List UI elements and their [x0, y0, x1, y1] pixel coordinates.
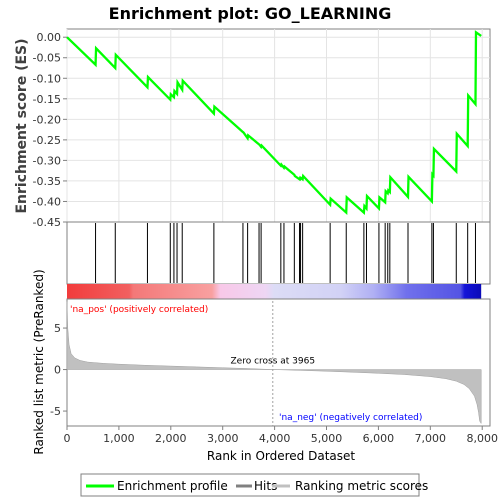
neg-correlated-label: 'na_neg' (negatively correlated): [279, 413, 422, 423]
hits-panel-frame: [66, 221, 491, 285]
zero-cross-label: Zero cross at 3965: [231, 357, 316, 367]
es-tick-label: -0.35: [33, 175, 61, 188]
legend-label-ranking-metric: Ranking metric scores: [295, 479, 428, 493]
es-y-ticks: 0.00 -0.05 -0.10 -0.15 -0.20 -0.25 -0.30 -0.35 -…: [33, 31, 67, 229]
x-tick-label: 4,000: [259, 432, 291, 445]
es-tick-label: -0.45: [33, 216, 61, 229]
es-tick-label: -0.15: [33, 93, 61, 106]
x-tick-label: 6,000: [363, 432, 395, 445]
es-tick-label: 0.00: [37, 31, 62, 44]
ranking-tick-label: -5: [50, 405, 61, 418]
x-tick-label: 5,000: [311, 432, 343, 445]
x-tick-label: 7,000: [415, 432, 447, 445]
ranking-tick-label: 5: [54, 322, 61, 335]
es-tick-label: -0.10: [33, 72, 61, 85]
x-ticks: 0 1,000 2,000 3,000 4,000 5,000 6,000 7,000 8,00…: [64, 426, 498, 445]
ranking-y-ticks: 5 0 -5: [50, 322, 67, 418]
rank-colour-bar: [67, 284, 482, 299]
chart-title: Enrichment plot: GO_LEARNING: [109, 4, 392, 23]
ranking-metric-area: [66, 301, 482, 425]
x-tick-label: 0: [64, 432, 71, 445]
legend-label-enrichment-profile: Enrichment profile: [117, 479, 228, 493]
x-tick-label: 3,000: [207, 432, 239, 445]
legend-label-hits: Hits: [254, 479, 277, 493]
x-tick-label: 1,000: [103, 432, 135, 445]
x-tick-label: 8,000: [466, 432, 498, 445]
ranking-y-axis-label: Ranked list metric (PreRanked): [32, 269, 46, 454]
ranking-tick-label: 0: [54, 364, 61, 377]
es-tick-label: -0.30: [33, 154, 61, 167]
es-tick-label: -0.25: [33, 134, 61, 147]
es-tick-label: -0.40: [33, 195, 61, 208]
es-y-axis-label: Enrichment score (ES): [14, 38, 30, 213]
hit-marks: [95, 223, 476, 283]
x-tick-label: 2,000: [155, 432, 187, 445]
es-tick-label: -0.05: [33, 52, 61, 65]
pos-correlated-label: 'na_pos' (positively correlated): [70, 305, 208, 315]
enrichment-profile-line: [66, 30, 482, 216]
ranking-panel-frame: [66, 298, 491, 427]
es-tick-label: -0.20: [33, 113, 61, 126]
x-axis-label: Rank in Ordered Dataset: [207, 449, 355, 463]
